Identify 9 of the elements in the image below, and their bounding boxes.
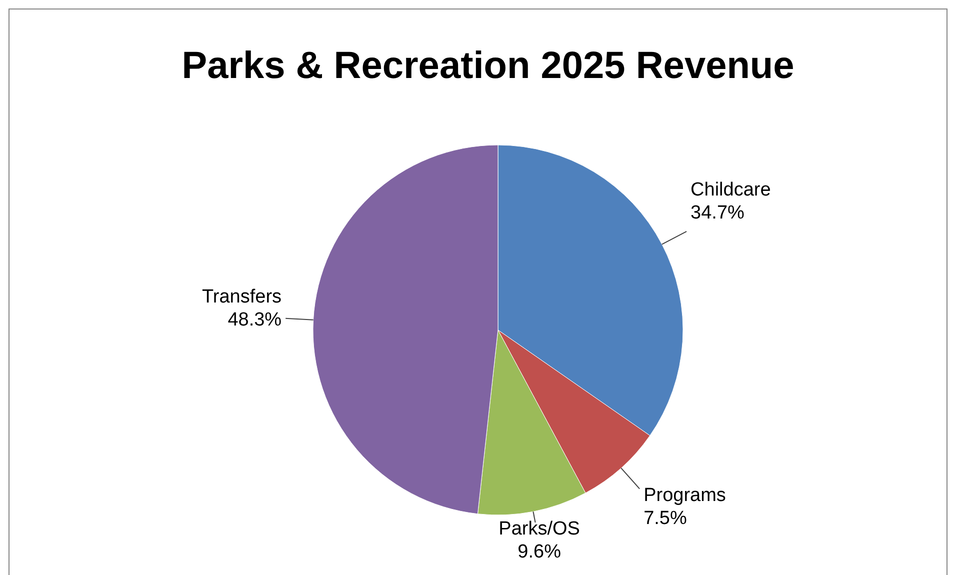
slice-label: Programs xyxy=(644,484,726,506)
data-label: 34.7% xyxy=(690,202,745,224)
data-label: 9.6% xyxy=(518,542,562,563)
data-label: 7.5% xyxy=(644,508,687,529)
slice-label: Childcare xyxy=(690,179,771,200)
chart-title: Parks & Recreation 2025 Revenue xyxy=(182,45,794,87)
slice-label: Transfers xyxy=(202,286,282,308)
slice-label: Parks/OS xyxy=(498,518,580,540)
data-label: 48.3% xyxy=(228,309,282,330)
